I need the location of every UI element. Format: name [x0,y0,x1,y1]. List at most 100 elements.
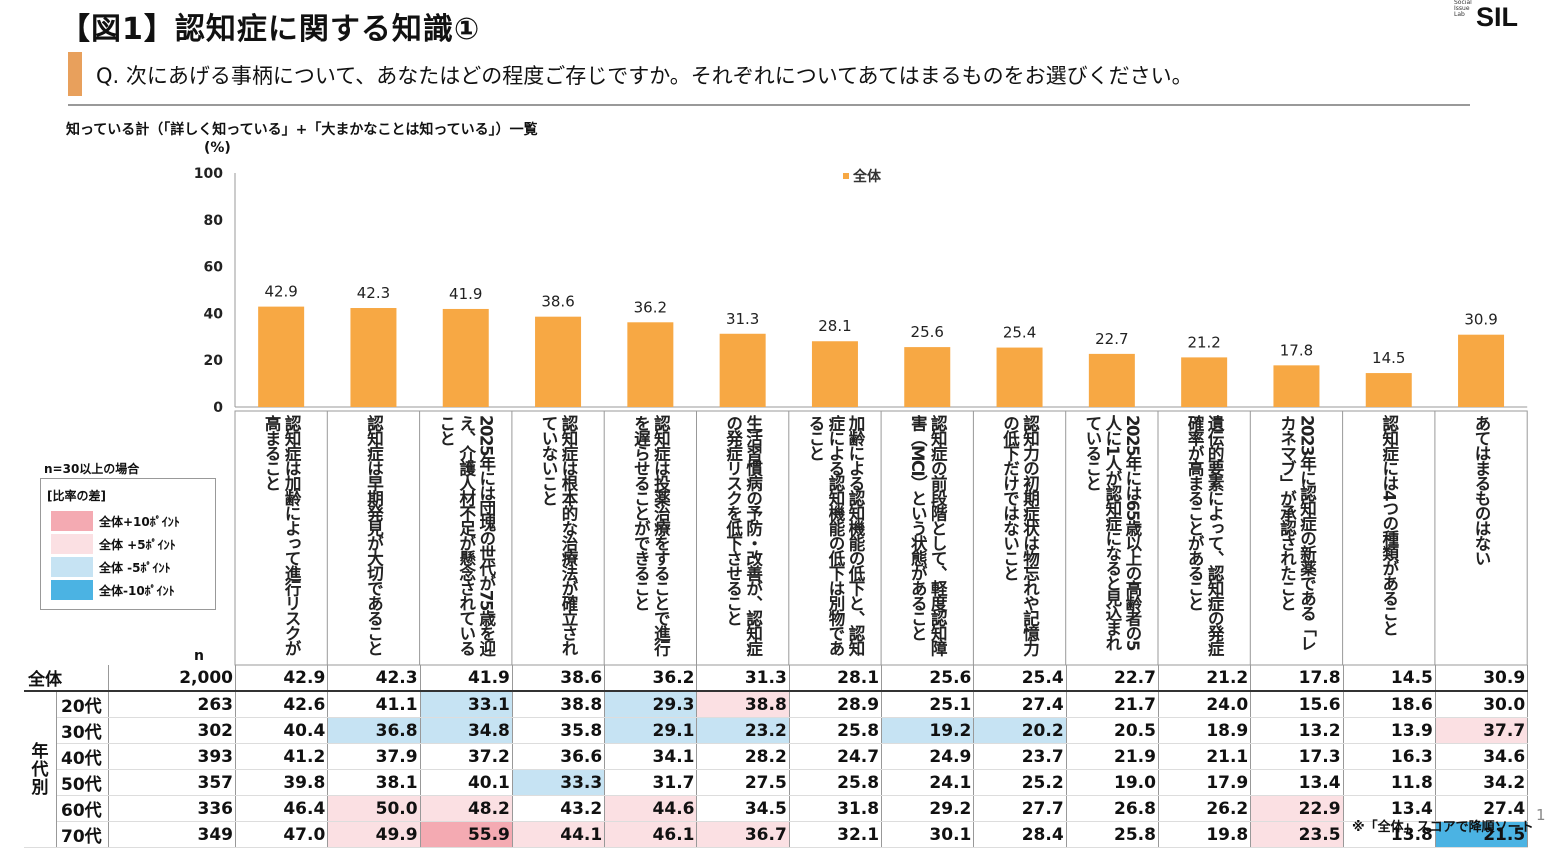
table-cell: 17.9 [1158,769,1252,796]
table-cell: 39.8 [235,769,329,796]
bar-value-label: 36.2 [634,298,667,316]
bar [258,306,305,407]
table-cell: 30.9 [1435,665,1529,692]
row-label: 70代 [56,821,109,848]
table-cell: 25.6 [881,665,975,692]
category-label: 加齢による認知機能の低下と、認知症による認知機能の低下は別物であること [805,415,865,655]
table-cell: 26.8 [1066,795,1159,822]
table-cell: 33.1 [420,691,513,718]
category-label: 認知力の初期症状は物忘れや記憶力の低下だけではないこと [1000,415,1040,655]
table-cell: 36.2 [604,665,698,692]
chart-title: 知っている計（「詳しく知っている」+「大まかなことは知っている」）一覧 [66,122,538,138]
bar-value-label: 31.3 [726,310,759,328]
table-cell: 25.4 [973,665,1067,692]
table-cell: 21.7 [1066,691,1159,718]
bar-value-label: 14.5 [1372,349,1405,367]
y-tick-label: 100 [194,166,223,182]
table-cell: 27.7 [973,795,1067,822]
category-label: 認知症には4つの種類があること [1379,415,1399,635]
table-cell: 21.1 [1158,743,1252,770]
category-label: 2025年には65歳以上の高齢者の5人に1人が認知症になると見込まれていること [1082,415,1142,650]
legend-swatch [843,173,849,179]
bar-value-label: 30.9 [1464,311,1497,329]
table-cell: 38.8 [512,691,606,718]
row-label: 60代 [56,795,109,822]
y-tick-label: 80 [204,213,224,229]
page-number: 1 [1536,806,1546,824]
table-cell: 19.8 [1158,821,1252,848]
table-cell: 28.4 [973,821,1067,848]
legend-label: 全体 [852,168,882,185]
divider [68,104,1470,106]
logo-small-text: Social Issue Lab [1454,0,1472,18]
table-cell: 25.8 [789,769,883,796]
table-cell: 37.7 [1435,717,1529,744]
table-cell: 32.1 [789,821,883,848]
table-cell: 28.2 [696,743,790,770]
sample-size: 393 [108,743,236,770]
table-cell: 15.6 [1250,691,1344,718]
table-cell: 36.7 [696,821,790,848]
table-cell: 20.5 [1066,717,1159,744]
table-cell: 31.3 [696,665,790,692]
table-cell: 37.2 [420,743,513,770]
table-cell: 26.2 [1158,795,1252,822]
category-label: 生活習慣病の予防・改善が、認知症の発症リスクを低下させること [723,415,763,655]
bar [1273,365,1320,407]
table-cell: 17.3 [1250,743,1344,770]
table-cell: 21.2 [1158,665,1252,692]
table-cell: 29.3 [604,691,698,718]
table-cell: 34.2 [1435,769,1529,796]
table-cell: 25.1 [881,691,975,718]
table-row: 年代別 20代 263 42.6 41.1 33.1 38.8 29.3 38.8 28.9 25.… [24,691,1529,848]
table-cell: 38.8 [696,691,790,718]
table-cell: 38.1 [327,769,421,796]
bar-value-label: 41.9 [449,285,482,303]
table-cell: 35.8 [512,717,606,744]
table-cell: 18.6 [1343,691,1436,718]
table-cell: 47.0 [235,821,329,848]
bar [811,341,858,407]
sample-size: 2,000 [108,665,236,692]
sample-size: 302 [108,717,236,744]
table-cell: 34.6 [1435,743,1529,770]
table-cell: 22.7 [1066,665,1159,692]
table-cell: 40.1 [420,769,513,796]
category-label: あてはまるものはない [1472,415,1492,565]
bar [996,347,1043,407]
page-title: 【図1】認知症に関する知識① [60,12,481,47]
logo-text: SIL [1476,2,1519,32]
bar [627,322,674,407]
table-cell: 46.1 [604,821,698,848]
bar-value-label: 17.8 [1280,341,1313,359]
question-text: Q. 次にあげる事柄について、あなたはどの程度ご存じですか。それぞれについてあて… [96,64,1193,88]
row-label: 40代 [56,743,109,770]
bar-value-label: 25.4 [1003,324,1036,342]
table-cell: 34.1 [604,743,698,770]
row-label: 30代 [56,717,109,744]
table-cell: 30.1 [881,821,975,848]
y-tick-label: 40 [204,306,224,322]
table-cell: 13.4 [1343,795,1436,822]
bar [350,308,397,407]
difference-legend: [比率の差] 全体+10ﾎﾟｲﾝﾄ 全体 +5ﾎﾟｲﾝﾄ 全体 -5ﾎﾟｲﾝﾄ … [40,478,216,610]
table-cell: 31.7 [604,769,698,796]
table-cell: 46.4 [235,795,329,822]
bar [442,308,489,407]
n-threshold-note: n=30以上の場合 [44,462,140,476]
sample-size: 336 [108,795,236,822]
table-cell: 30.0 [1435,691,1529,718]
table-cell: 31.8 [789,795,883,822]
bar [904,347,951,407]
table-cell: 13.2 [1250,717,1344,744]
row-label: 全体 [24,665,109,692]
table-cell: 42.9 [235,665,329,692]
table-cell: 19.0 [1066,769,1159,796]
category-label: 2025年には団塊の世代が75歳を迎え、介護人材不足が懸念されていること [436,415,496,655]
table-row: 40代 393 41.2 37.9 37.2 36.6 34.1 28.2 24.7 24.9 23… [24,743,1529,770]
table-cell: 20.2 [973,717,1067,744]
table-cell: 23.5 [1250,821,1344,848]
table-cell: 24.1 [881,769,975,796]
bar-value-label: 21.2 [1187,333,1220,351]
table-cell: 27.4 [1435,795,1529,822]
